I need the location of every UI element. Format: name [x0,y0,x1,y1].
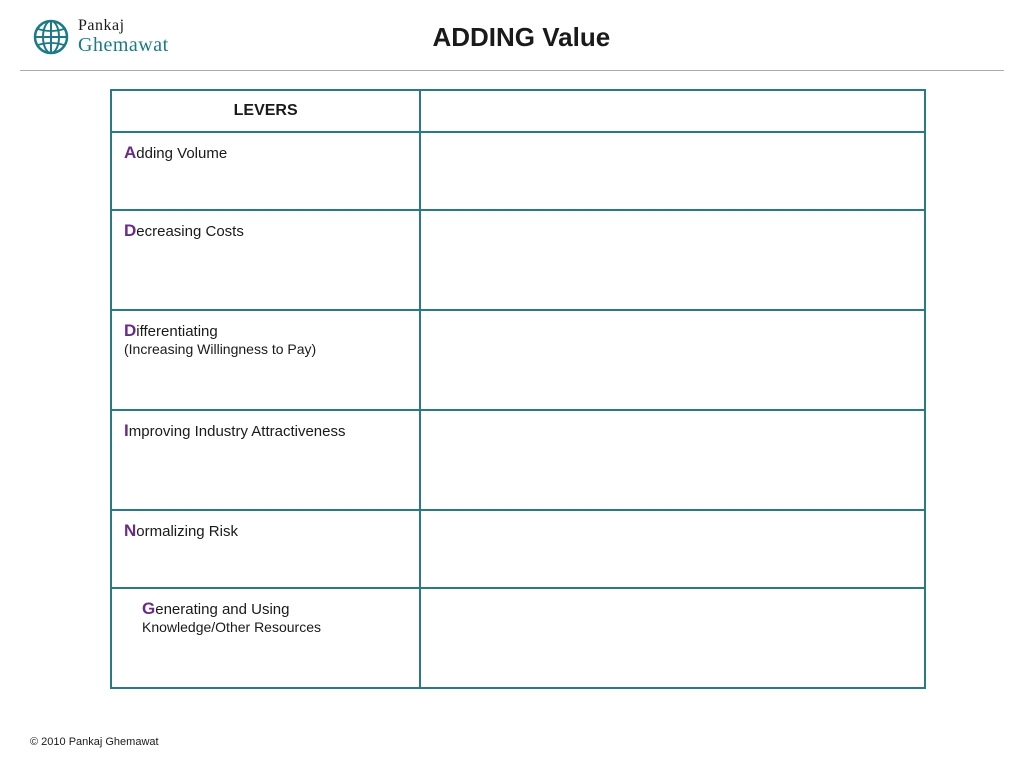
empty-cell [420,588,925,688]
lever-rest: ormalizing Risk [136,523,238,540]
table-row: Adding Volume [111,132,925,210]
lever-cell: Differentiating(Increasing Willingness t… [111,310,420,410]
lever-initial: D [124,321,136,340]
lever-cell: Decreasing Costs [111,210,420,310]
header: Pankaj Ghemawat ADDING Value [0,0,1024,66]
logo-last-name: Ghemawat [78,35,169,56]
levers-table: LEVERS Adding VolumeDecreasing CostsDiff… [110,89,926,689]
globe-icon [30,16,72,58]
lever-cell: Improving Industry Attractiveness [111,410,420,510]
lever-rest: dding Volume [136,145,227,162]
table-row: Generating and UsingKnowledge/Other Reso… [111,588,925,688]
lever-rest: enerating and Using [155,601,289,618]
copyright-footer: © 2010 Pankaj Ghemawat [30,736,159,748]
logo-first-name: Pankaj [78,18,169,35]
logo: Pankaj Ghemawat [30,16,169,58]
lever-sub: (Increasing Willingness to Pay) [124,341,407,357]
lever-cell: Adding Volume [111,132,420,210]
lever-rest: ifferentiating [136,323,217,340]
empty-header-cell [420,90,925,132]
lever-initial: D [124,221,136,240]
lever-rest: ecreasing Costs [136,223,244,240]
page-title: ADDING Value [169,22,994,53]
empty-cell [420,310,925,410]
empty-cell [420,132,925,210]
table-row: Normalizing Risk [111,510,925,588]
empty-cell [420,210,925,310]
lever-cell: Normalizing Risk [111,510,420,588]
lever-rest: mproving Industry Attractiveness [129,423,346,440]
levers-header-cell: LEVERS [111,90,420,132]
empty-cell [420,410,925,510]
lever-sub: Knowledge/Other Resources [142,619,407,635]
lever-initial: N [124,521,136,540]
table-container: LEVERS Adding VolumeDecreasing CostsDiff… [0,71,1024,689]
empty-cell [420,510,925,588]
table-row: Differentiating(Increasing Willingness t… [111,310,925,410]
lever-initial: G [142,599,155,618]
table-row: Improving Industry Attractiveness [111,410,925,510]
table-header-row: LEVERS [111,90,925,132]
logo-text: Pankaj Ghemawat [78,18,169,56]
table-row: Decreasing Costs [111,210,925,310]
lever-initial: A [124,143,136,162]
lever-cell: Generating and UsingKnowledge/Other Reso… [111,588,420,688]
